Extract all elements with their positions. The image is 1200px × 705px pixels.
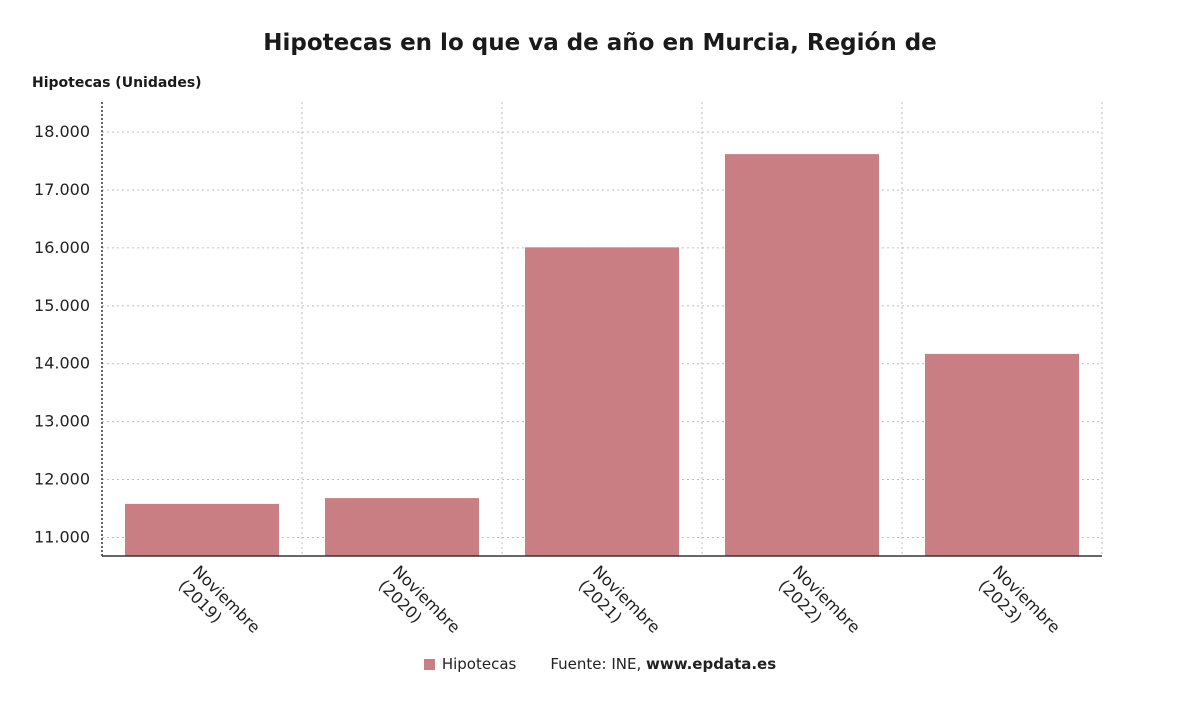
x-tick-label: Noviembre(2021) bbox=[575, 562, 664, 637]
y-tick-label: 18.000 bbox=[34, 122, 90, 141]
y-axis-label: Hipotecas (Unidades) bbox=[32, 75, 202, 91]
x-tick-label: Noviembre(2020) bbox=[375, 562, 464, 637]
y-tick-label: 16.000 bbox=[34, 238, 90, 257]
y-tick-label: 14.000 bbox=[34, 354, 90, 373]
chart-footer: Hipotecas Fuente: INE, www.epdata.es bbox=[0, 655, 1200, 673]
source-site: www.epdata.es bbox=[645, 655, 777, 673]
x-tick-label: Noviembre(2019) bbox=[175, 562, 264, 637]
chart-title: Hipotecas en lo que va de año en Murcia,… bbox=[263, 30, 937, 56]
bar bbox=[725, 154, 879, 556]
y-tick-label: 15.000 bbox=[34, 296, 90, 315]
bar bbox=[325, 498, 479, 556]
y-tick-label: 12.000 bbox=[34, 470, 90, 489]
legend-swatch bbox=[423, 659, 435, 670]
bar bbox=[125, 503, 279, 556]
bar bbox=[525, 247, 679, 556]
y-tick-label: 17.000 bbox=[34, 180, 90, 199]
y-tick-label: 11.000 bbox=[34, 527, 90, 546]
x-tick-label: Noviembre(2023) bbox=[975, 562, 1064, 637]
x-tick-label: Noviembre(2022) bbox=[775, 562, 864, 637]
bar bbox=[925, 353, 1079, 556]
y-tick-label: 13.000 bbox=[34, 412, 90, 431]
source-prefix: Fuente: INE, bbox=[550, 655, 646, 673]
legend-label: Hipotecas bbox=[441, 655, 517, 673]
